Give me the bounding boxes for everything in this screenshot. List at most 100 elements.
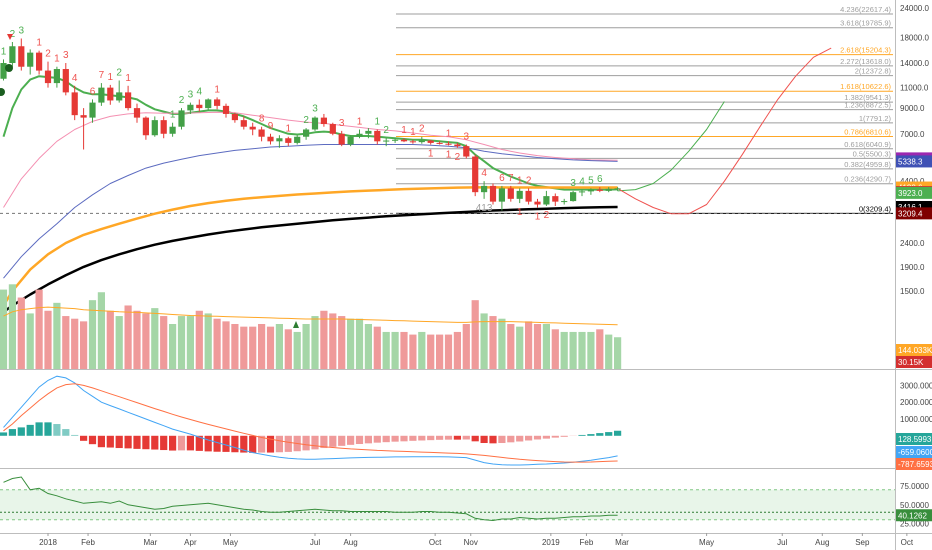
macd-histogram-bar xyxy=(71,434,79,436)
volume-bar xyxy=(275,324,283,369)
volume-bar xyxy=(53,302,61,369)
macd-histogram-bar xyxy=(462,435,470,440)
candle-body xyxy=(53,69,60,84)
macd-histogram-bar xyxy=(578,434,586,436)
rsi-panel[interactable] xyxy=(0,476,895,522)
macd-histogram-bar xyxy=(525,435,533,441)
volume-bar xyxy=(391,331,399,369)
fib-level-label: 0.236(4290.7) xyxy=(844,175,891,184)
fib-level-label: 1.382(9541.3) xyxy=(844,93,891,102)
series-line-0 xyxy=(2,75,618,191)
macd-panel[interactable] xyxy=(0,375,622,466)
candle-body xyxy=(418,140,425,143)
sequence-number: 9 xyxy=(268,121,274,132)
volume-bar xyxy=(213,318,221,369)
fib-level-label: 1(7791.2) xyxy=(859,114,892,123)
rsi-line xyxy=(3,476,618,522)
candle-body xyxy=(427,140,434,143)
volume-bar xyxy=(578,331,586,369)
macd-histogram-bar xyxy=(533,435,542,440)
candle-body xyxy=(400,139,408,142)
volume-bar xyxy=(222,321,230,369)
macd-tick-label: 2000.0000 xyxy=(900,398,932,407)
macd-histogram-bar xyxy=(436,435,444,440)
volume-panel[interactable] xyxy=(0,284,622,369)
x-tick-label: Apr xyxy=(184,538,197,547)
macd-histogram-bar xyxy=(284,435,292,452)
macd-histogram-bar xyxy=(587,434,595,436)
macd-histogram-bar xyxy=(62,429,70,436)
macd-histogram-bar xyxy=(151,435,159,450)
sequence-number: 2 xyxy=(455,152,461,163)
macd-tick-label: 3000.0000 xyxy=(900,381,932,390)
candle-body xyxy=(329,124,336,134)
macd-histogram-bar xyxy=(0,432,8,436)
volume-bar xyxy=(364,324,372,369)
macd-histogram-bar xyxy=(444,435,453,440)
macd-histogram-bar xyxy=(169,435,177,451)
volume-bar xyxy=(35,289,43,369)
volume-bar xyxy=(329,313,337,369)
macd-histogram-bar xyxy=(44,422,52,436)
signal-circle-icon xyxy=(0,88,5,96)
macd-histogram-bar xyxy=(329,435,337,447)
volume-bar xyxy=(427,334,435,369)
volume-bar xyxy=(240,326,248,369)
x-tick-label: Oct xyxy=(901,538,914,547)
candle-body xyxy=(383,140,390,142)
candle-body xyxy=(561,201,568,203)
x-tick-label: Mar xyxy=(615,538,629,547)
candle-body xyxy=(525,190,532,202)
candle-body xyxy=(481,185,488,193)
sequence-number: 1 xyxy=(401,125,407,136)
volume-bar xyxy=(44,310,52,369)
volume-bar xyxy=(177,316,186,369)
price-tick-label: 7000.0 xyxy=(900,130,925,139)
volume-bar xyxy=(169,324,177,369)
macd-histogram-bar xyxy=(240,435,248,453)
price-tick-label: 1500.0 xyxy=(900,287,925,296)
price-badge xyxy=(896,155,932,168)
candle-body xyxy=(151,120,158,136)
sequence-number: 1 xyxy=(517,175,523,186)
macd-histogram-bar xyxy=(453,435,461,440)
macd-tick-label: 1000.0000 xyxy=(900,415,932,424)
volume-bar xyxy=(400,331,408,369)
sequence-number: 4 xyxy=(72,73,78,84)
macd-line-1 xyxy=(3,383,618,463)
macd-histogram-bar xyxy=(471,435,479,442)
macd-histogram-bar xyxy=(614,430,622,436)
sequence-number: 1 xyxy=(517,207,523,218)
candle-body xyxy=(249,126,256,130)
macd-histogram-bar xyxy=(195,435,203,451)
macd-histogram-bar xyxy=(364,435,372,444)
series-line-1 xyxy=(3,111,618,208)
volume-badge-label: 30.15K xyxy=(898,358,924,367)
volume-bar xyxy=(498,318,506,369)
volume-bar xyxy=(106,310,114,369)
price-tick-label: 9000.0 xyxy=(900,104,925,113)
candle-body xyxy=(107,87,114,101)
x-tick-label: 2019 xyxy=(542,538,560,547)
macd-histogram-bar xyxy=(142,435,150,450)
rsi-band xyxy=(0,489,895,520)
volume-bar xyxy=(409,334,417,369)
candle-body xyxy=(9,46,16,64)
price-panel[interactable]: 4.236(22617.4) 3.618(19785.9) 2.618(15204.… xyxy=(0,5,893,318)
sequence-number: 2 xyxy=(419,124,425,135)
macd-histogram-bar xyxy=(427,435,435,441)
fib-level-label: 0.618(6040.9) xyxy=(844,140,891,149)
volume-bar xyxy=(133,310,141,369)
rsi-tick-label: 50.0000 xyxy=(900,501,929,510)
sequence-number: 2 xyxy=(116,67,122,78)
candle-body xyxy=(463,146,470,157)
candle-body xyxy=(489,185,497,202)
fib-level-label: 0(3209.4) xyxy=(859,204,892,213)
candle-body xyxy=(27,52,34,67)
sequence-number: 1 xyxy=(535,211,541,222)
candle-body xyxy=(196,104,203,109)
macd-histogram-bar xyxy=(338,435,346,446)
candle-body xyxy=(472,156,479,193)
